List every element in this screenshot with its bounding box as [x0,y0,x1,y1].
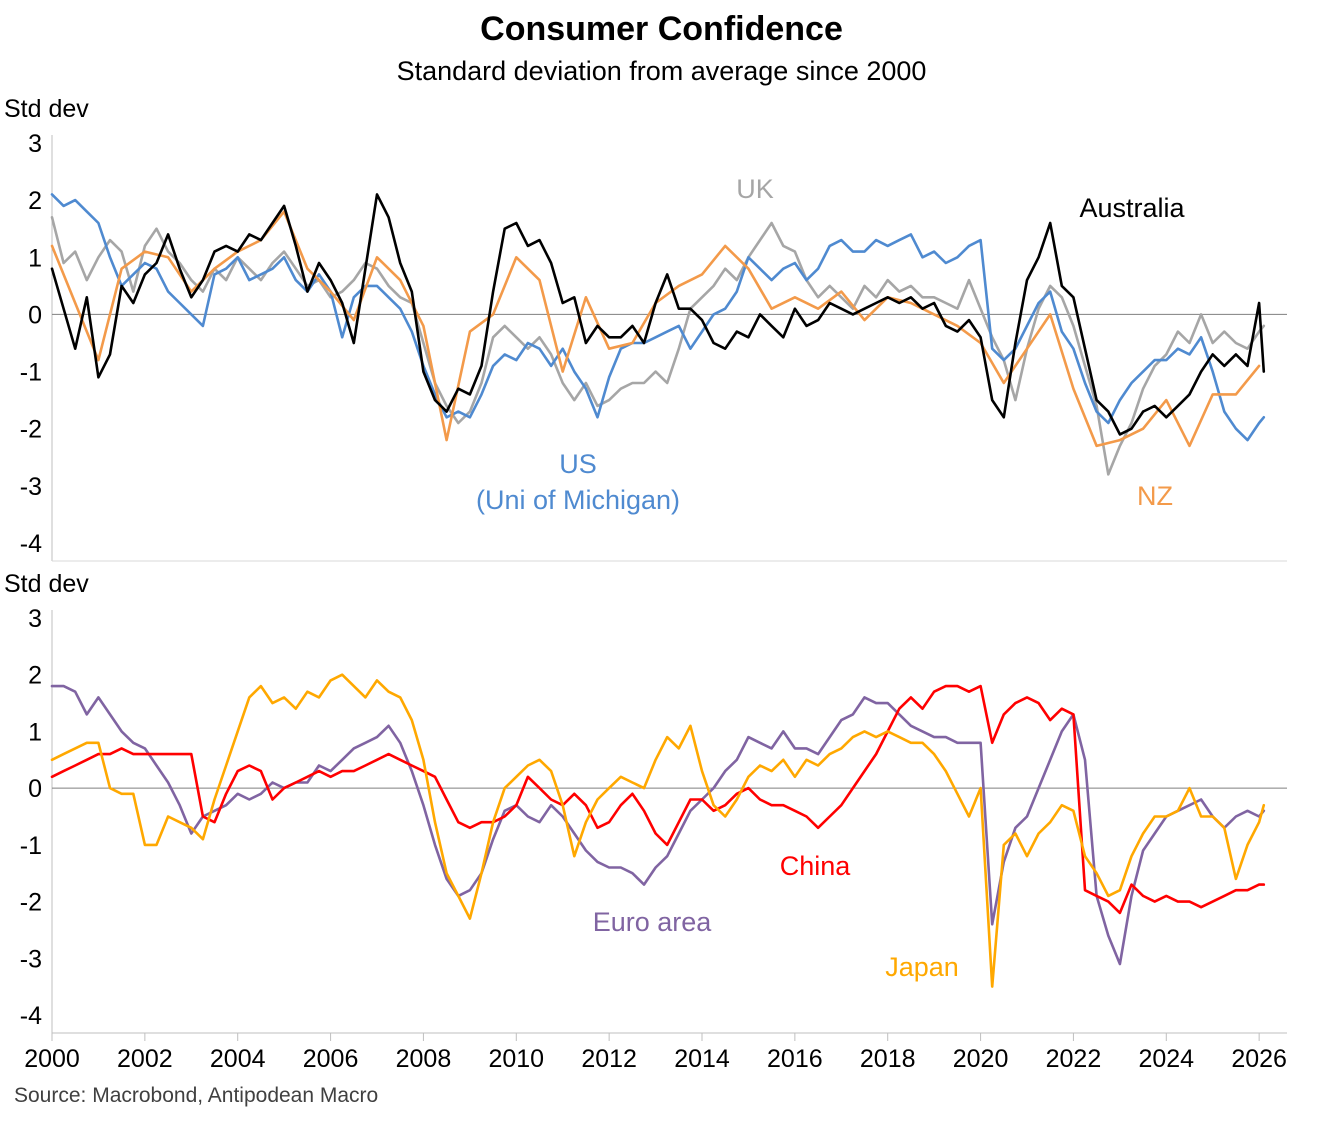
x-tick-label: 2026 [1231,1045,1287,1073]
chart-subtitle: Standard deviation from average since 20… [396,56,927,86]
y-tick-label: 2 [28,187,42,215]
series-line-us-uni-of-michigan- [50,193,1266,442]
series-label: UK [736,174,774,204]
y-tick-label: -4 [20,1002,42,1030]
x-tick-label: 2002 [117,1045,173,1073]
y-tick-label: 0 [28,301,42,329]
x-tick-label: 2004 [210,1045,266,1073]
y-axis-title: Std dev [4,570,89,598]
series-line-uk [50,216,1266,476]
y-tick-label: -3 [20,945,42,973]
y-tick-label: -1 [20,832,42,860]
series-label: Australia [1079,193,1185,223]
series-line-china [50,684,1266,915]
y-tick-label: 3 [28,605,42,633]
x-tick-label: 2006 [303,1045,359,1073]
y-tick-label: 3 [28,130,42,158]
series-line-japan [50,673,1266,988]
series-label: Japan [885,952,959,982]
series-line-australia [50,193,1266,436]
y-tick-label: 1 [28,244,42,272]
x-tick-label: 2016 [767,1045,823,1073]
y-axis-title: Std dev [4,95,89,123]
y-tick-label: -4 [20,530,42,558]
x-tick-label: 2010 [488,1045,544,1073]
y-tick-label: 1 [28,718,42,746]
series-label: Euro area [593,907,713,937]
y-tick-label: -2 [20,416,42,444]
y-tick-label: 0 [28,775,42,803]
x-tick-label: 2012 [581,1045,637,1073]
y-tick-label: 2 [28,662,42,690]
series-label: US [559,449,597,479]
y-tick-label: -3 [20,473,42,501]
series-label: NZ [1137,481,1173,511]
x-tick-label: 2024 [1138,1045,1194,1073]
x-tick-label: 2008 [396,1045,452,1073]
series-line-nz [50,210,1261,448]
y-tick-label: -2 [20,889,42,917]
y-tick-label: -1 [20,359,42,387]
x-tick-label: 2018 [860,1045,916,1073]
series-label: (Uni of Michigan) [476,485,680,515]
series-line-euro-area [50,684,1266,966]
x-tick-label: 2000 [24,1045,80,1073]
chart-title: Consumer Confidence [480,10,843,48]
x-tick-label: 2022 [1046,1045,1102,1073]
source-note: Source: Macrobond, Antipodean Macro [14,1084,379,1107]
series-label: China [780,851,852,881]
x-tick-label: 2020 [953,1045,1009,1073]
x-tick-label: 2014 [674,1045,730,1073]
